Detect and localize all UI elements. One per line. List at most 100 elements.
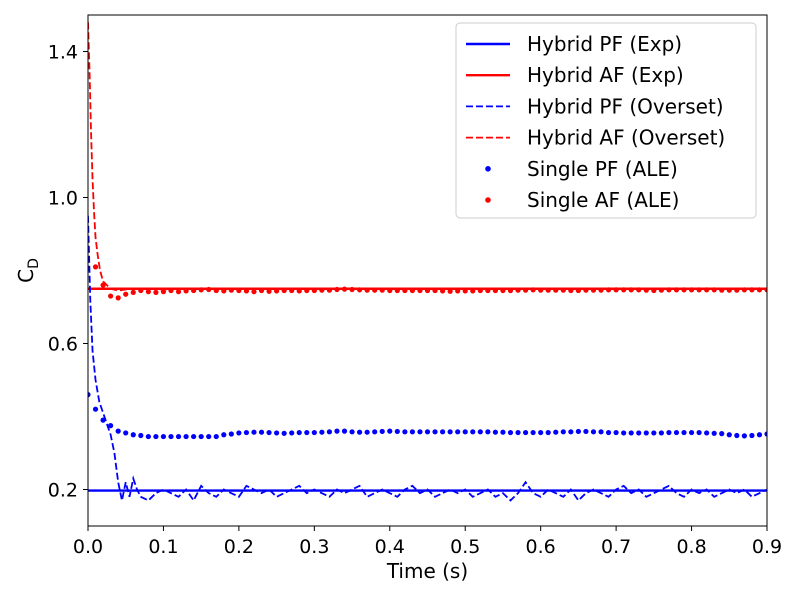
- data-point: [394, 428, 400, 435]
- data-point: [568, 429, 574, 435]
- data-point: [387, 287, 393, 294]
- data-point: [704, 430, 710, 436]
- data-point: [236, 430, 242, 436]
- data-point: [168, 287, 174, 294]
- data-point: [130, 432, 136, 438]
- data-point: [387, 428, 393, 434]
- data-point: [236, 287, 242, 294]
- data-point: [138, 287, 144, 294]
- data-point: [515, 287, 521, 293]
- data-point: [749, 287, 755, 293]
- data-point: [206, 433, 212, 440]
- data-point: [621, 287, 627, 293]
- data-point: [462, 288, 468, 294]
- x-tick-label: 0.9: [752, 536, 782, 558]
- data-point: [726, 287, 732, 293]
- y-axis-title: CD: [14, 258, 42, 283]
- data-point: [741, 287, 747, 293]
- data-point: [357, 429, 363, 435]
- data-point: [326, 429, 333, 435]
- data-point: [530, 287, 536, 293]
- data-point: [673, 287, 680, 293]
- data-point: [266, 429, 272, 436]
- data-point: [734, 287, 740, 293]
- data-point: [228, 431, 234, 437]
- data-point: [266, 288, 272, 294]
- data-point: [681, 287, 687, 293]
- data-point: [673, 429, 680, 436]
- data-point: [160, 433, 167, 440]
- data-point: [462, 429, 468, 435]
- data-point: [598, 287, 604, 293]
- data-point: [100, 282, 106, 288]
- data-point: [455, 288, 461, 294]
- legend-label: Hybrid PF (Exp): [527, 32, 682, 56]
- legend-label: Single AF (ALE): [527, 188, 679, 212]
- legend-marker: [485, 166, 491, 172]
- data-point: [605, 287, 612, 293]
- data-point: [357, 287, 363, 293]
- data-point: [477, 429, 483, 435]
- data-point: [658, 430, 664, 436]
- data-point: [553, 287, 559, 293]
- data-point: [364, 429, 370, 435]
- data-point: [341, 428, 348, 434]
- data-point: [568, 287, 574, 294]
- x-tick-label: 0.7: [601, 536, 631, 558]
- data-point: [409, 429, 416, 435]
- data-point: [538, 287, 544, 293]
- data-point: [145, 433, 151, 440]
- data-point: [688, 429, 695, 436]
- legend-box: [455, 22, 757, 219]
- data-point: [734, 432, 740, 439]
- data-point: [198, 433, 204, 440]
- x-tick-label: 0.2: [224, 536, 254, 558]
- data-point: [719, 431, 725, 437]
- data-point: [583, 428, 589, 435]
- data-point: [485, 429, 491, 435]
- data-point: [296, 288, 302, 294]
- data-point: [417, 429, 423, 435]
- data-point: [379, 287, 385, 293]
- data-point: [575, 428, 581, 435]
- data-point: [756, 432, 763, 438]
- data-point: [175, 433, 182, 440]
- data-point: [183, 288, 189, 294]
- data-point: [704, 287, 710, 293]
- legend-label: Hybrid PF (Overset): [527, 94, 724, 118]
- data-point: [439, 429, 446, 435]
- data-point: [696, 429, 702, 436]
- y-axis-title-main: C: [14, 269, 38, 283]
- x-axis: 0.0 0.1 0.2 0.3 0.4 0.5 0.6 0.7 0.8 0.9: [73, 526, 782, 558]
- data-point: [756, 287, 763, 293]
- data-point: [507, 287, 514, 294]
- data-point: [666, 287, 672, 293]
- data-point: [590, 287, 597, 293]
- data-point: [522, 429, 529, 436]
- data-point: [221, 288, 227, 294]
- data-point: [628, 287, 634, 293]
- data-point: [749, 432, 755, 439]
- data-point: [243, 288, 250, 294]
- data-point: [88, 392, 91, 398]
- data-point: [281, 287, 287, 294]
- data-point: [394, 287, 400, 294]
- data-point: [681, 429, 687, 436]
- data-point: [311, 429, 317, 436]
- data-point: [726, 432, 732, 438]
- y-axis: 0.2 0.6 1.0 1.4: [48, 42, 88, 502]
- legend-entry-hybrid-pf-overset: Hybrid PF (Overset): [466, 94, 724, 118]
- data-point: [688, 287, 695, 293]
- legend: Hybrid PF (Exp) Hybrid AF (Exp) Hybrid PF …: [455, 22, 757, 219]
- data-point: [311, 287, 317, 294]
- legend-label: Single PF (ALE): [527, 157, 678, 181]
- data-point: [258, 429, 265, 435]
- legend-entry-hybrid-pf-exp: Hybrid PF (Exp): [466, 32, 682, 56]
- data-point: [409, 287, 416, 294]
- data-point: [379, 428, 385, 435]
- data-point: [538, 429, 544, 436]
- data-point: [515, 429, 521, 436]
- data-point: [153, 289, 159, 295]
- data-point: [605, 429, 612, 436]
